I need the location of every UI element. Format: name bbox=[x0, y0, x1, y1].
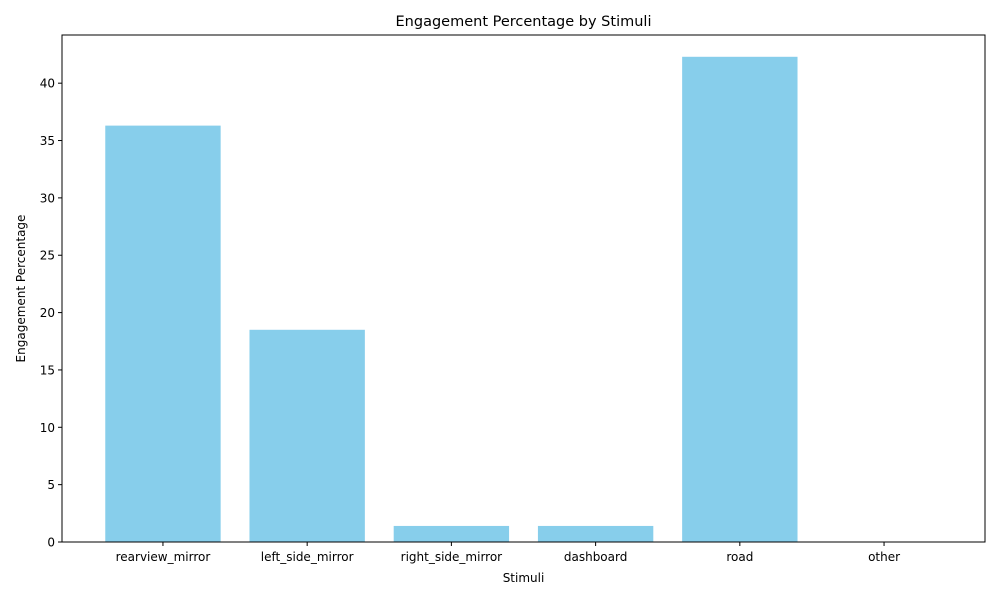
bars-group bbox=[105, 56, 798, 543]
y-tick-label: 10 bbox=[40, 421, 55, 435]
x-tick-label: left_side_mirror bbox=[261, 550, 354, 564]
x-tick-label: dashboard bbox=[564, 550, 627, 564]
bar-dashboard bbox=[537, 525, 654, 542]
x-tick-label: rearview_mirror bbox=[116, 550, 211, 564]
y-tick-label: 35 bbox=[40, 134, 55, 148]
y-tick-label: 15 bbox=[40, 363, 55, 377]
bar-right-side-mirror bbox=[393, 525, 510, 542]
x-tick-label: road bbox=[726, 550, 753, 564]
y-tick-label: 25 bbox=[40, 249, 55, 263]
y-tick-label: 0 bbox=[47, 536, 55, 550]
x-axis-label: Stimuli bbox=[503, 571, 545, 585]
bar-road bbox=[682, 56, 798, 542]
x-tick-label: right_side_mirror bbox=[401, 550, 503, 564]
y-tick-label: 5 bbox=[47, 478, 55, 492]
x-axis: rearview_mirror left_side_mirror right_sid… bbox=[116, 542, 900, 564]
bar-rearview-mirror bbox=[105, 125, 221, 543]
chart-title: Engagement Percentage by Stimuli bbox=[396, 14, 652, 30]
y-tick-label: 20 bbox=[40, 306, 55, 320]
y-tick-label: 40 bbox=[40, 77, 55, 91]
x-tick-label: other bbox=[868, 550, 900, 564]
y-axis-label: Engagement Percentage bbox=[14, 215, 28, 363]
plot-frame bbox=[61, 34, 986, 543]
bar-left-side-mirror bbox=[249, 329, 365, 542]
y-axis: 0 5 10 15 20 25 30 35 40 bbox=[40, 77, 62, 550]
y-tick-label: 30 bbox=[40, 191, 55, 205]
